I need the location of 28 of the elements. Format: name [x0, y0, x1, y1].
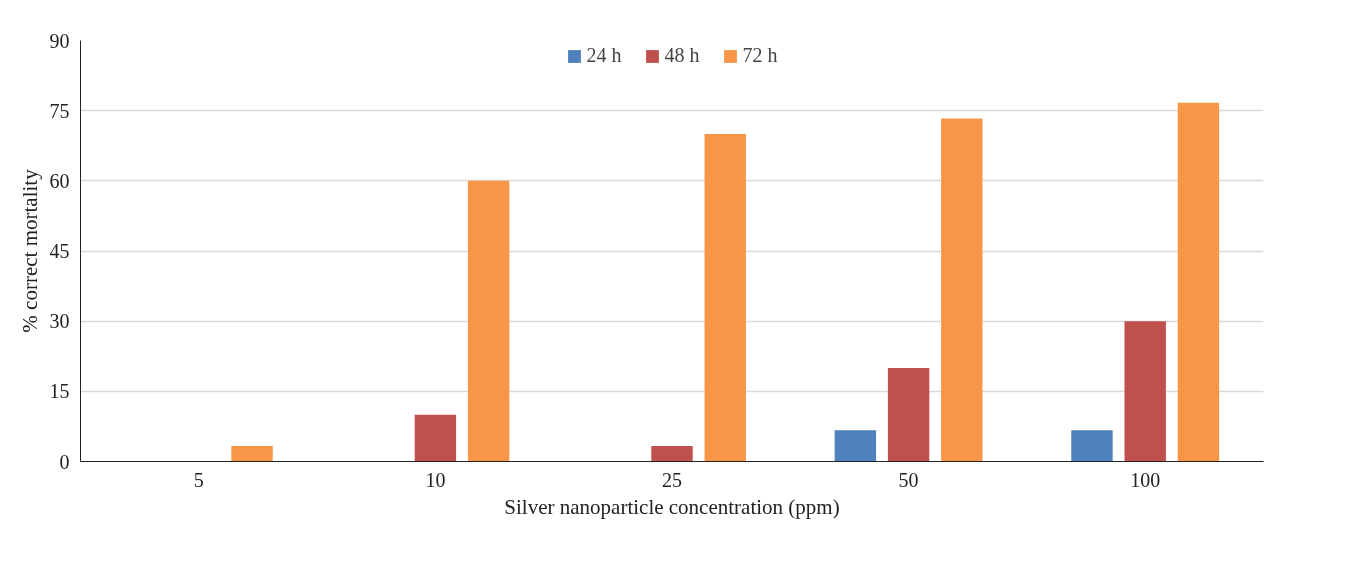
bar — [704, 134, 746, 462]
bar — [414, 414, 457, 462]
bar — [1177, 102, 1220, 462]
bar — [1124, 321, 1166, 462]
x-tick-label: 50 — [898, 468, 919, 491]
bar — [467, 180, 510, 462]
x-tick-label: 10 — [425, 468, 446, 491]
bar — [834, 430, 877, 462]
legend-label: 72 h — [742, 44, 778, 67]
y-tick-label: 75 — [49, 99, 70, 122]
bar — [651, 446, 693, 462]
y-tick-label: 90 — [49, 29, 70, 52]
bar — [231, 446, 273, 462]
x-tick-label: 5 — [193, 468, 204, 491]
y-tick-label: 30 — [49, 310, 70, 333]
bar — [1071, 430, 1113, 462]
y-tick-label: 45 — [49, 240, 70, 262]
bar — [941, 118, 983, 462]
bar — [887, 367, 930, 462]
legend-label: 24 h — [586, 44, 622, 67]
y-tick-label: 60 — [49, 169, 70, 192]
legend-label: 48 h — [664, 44, 700, 67]
y-axis-title: % correct mortality — [17, 168, 42, 333]
x-axis-title: Silver nanoparticle concentration (ppm) — [504, 494, 840, 519]
y-tick-label: 0 — [59, 450, 70, 473]
x-tick-label: 100 — [1130, 468, 1161, 491]
y-tick-label: 15 — [49, 380, 70, 403]
x-tick-label: 25 — [662, 468, 682, 491]
